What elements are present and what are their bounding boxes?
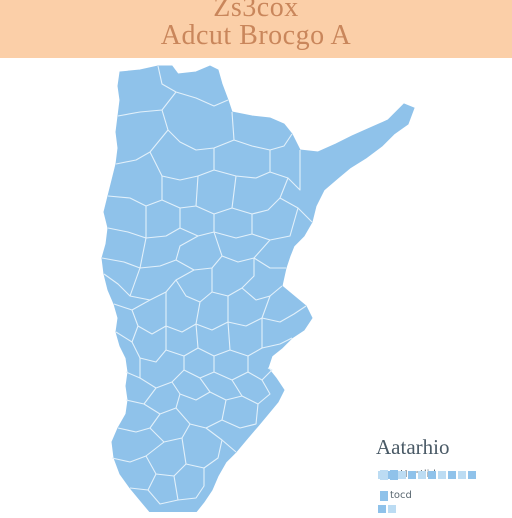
legend-row-2: tocd	[380, 487, 412, 502]
legend-title: Aatarhio	[376, 435, 450, 459]
legend-swatch-dark-2	[380, 491, 388, 502]
legend-row-2-label: tocd	[390, 490, 412, 502]
banner-title-line-2: Adcut Brocgo A	[160, 20, 352, 51]
province-borders	[101, 65, 313, 505]
map-landmass	[101, 65, 415, 512]
banner-title-line-1: Zs3cox	[213, 0, 299, 23]
title-banner: Zs3cox Adcut Brocgo A	[0, 0, 512, 58]
legend-row-1-label: Hantlid	[400, 470, 436, 480]
legend-color-strip-1	[378, 466, 478, 479]
legend-color-strip-2	[378, 500, 398, 513]
country-map	[0, 58, 512, 512]
map-svg	[101, 65, 415, 512]
